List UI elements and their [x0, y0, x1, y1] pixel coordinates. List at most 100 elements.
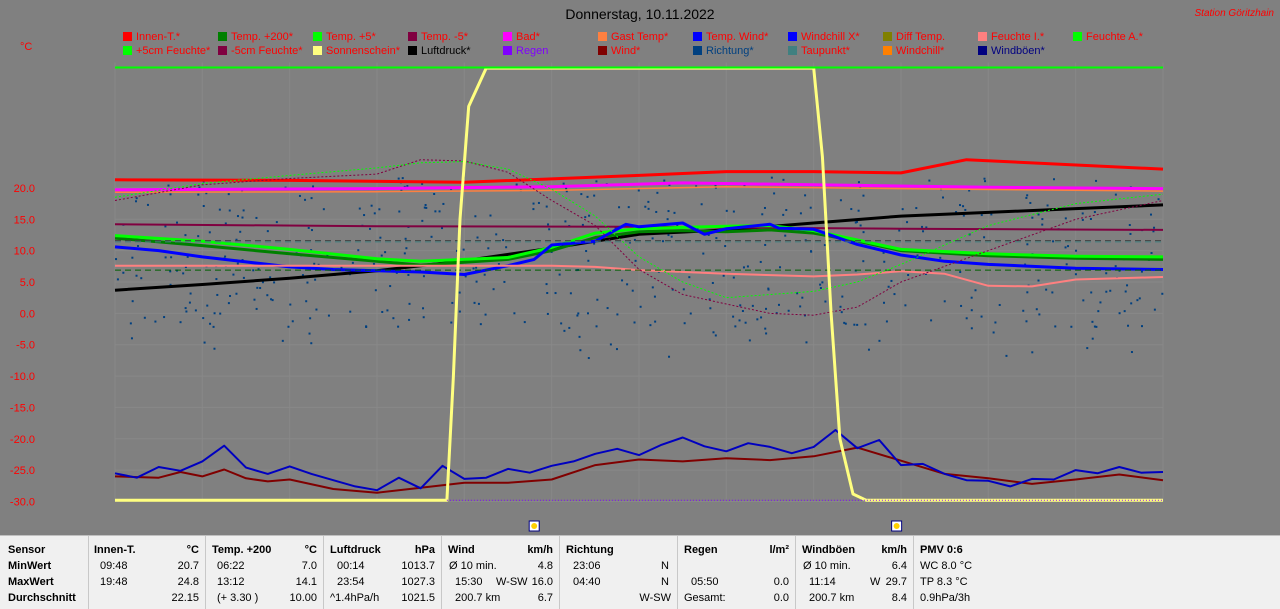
- pmv-pressure-trend: 0.9hPa/3h: [920, 592, 971, 604]
- direction-point: [586, 312, 589, 315]
- direction-point: [464, 275, 467, 278]
- legend-item: Luftdruck*: [408, 45, 471, 57]
- temp200-column: Temp. +200 °C 06:22 7.0 13:12 14.1 (+ 3.30 …: [205, 536, 324, 609]
- direction-point: [915, 207, 918, 210]
- chart-title: Donnerstag, 10.11.2022: [565, 6, 715, 22]
- direction-point: [430, 235, 433, 238]
- direction-point: [370, 204, 373, 207]
- direction-point: [1051, 291, 1054, 294]
- direction-point: [164, 225, 167, 228]
- direction-point: [614, 227, 617, 230]
- legend-swatch: [313, 32, 322, 41]
- legend-swatch: [883, 32, 892, 41]
- direction-point: [312, 185, 315, 188]
- windboeen-unit: km/h: [881, 544, 907, 556]
- direction-point: [475, 266, 478, 269]
- direction-point: [309, 317, 312, 320]
- direction-point: [1031, 216, 1034, 219]
- direction-point: [925, 226, 928, 229]
- direction-point: [785, 209, 788, 212]
- direction-point: [904, 304, 907, 307]
- legend-swatch: [693, 46, 702, 55]
- sunset-sun-icon: [893, 523, 900, 529]
- richtung-min-time: 23:06: [573, 560, 601, 572]
- direction-point: [198, 186, 201, 189]
- direction-point: [239, 230, 242, 233]
- y-tick-label: -10.0: [10, 371, 35, 383]
- direction-point: [271, 299, 274, 302]
- direction-point: [219, 312, 222, 315]
- direction-point: [862, 260, 865, 263]
- innen-max: 24.8: [177, 576, 199, 588]
- direction-point: [208, 231, 211, 234]
- direction-point: [1153, 308, 1156, 311]
- direction-point: [458, 291, 461, 294]
- direction-point: [398, 210, 401, 213]
- direction-point: [503, 280, 506, 283]
- temp200-avg: 10.00: [289, 592, 317, 604]
- direction-point: [236, 262, 239, 265]
- direction-point: [407, 273, 410, 276]
- direction-point: [1127, 324, 1130, 327]
- direction-point: [1149, 213, 1152, 216]
- direction-point: [651, 286, 654, 289]
- direction-point: [878, 339, 881, 342]
- direction-point: [587, 259, 590, 262]
- direction-point: [1022, 309, 1025, 312]
- direction-point: [405, 247, 408, 250]
- direction-point: [475, 280, 478, 283]
- direction-point: [644, 205, 647, 208]
- direction-point: [584, 216, 587, 219]
- temp200-max: 14.1: [295, 576, 317, 588]
- series-line: [114, 429, 1164, 492]
- direction-point: [185, 310, 188, 313]
- richtung-max: N: [661, 576, 669, 588]
- direction-point: [742, 266, 745, 269]
- direction-point: [422, 316, 425, 319]
- y-tick-label: -20.0: [10, 434, 35, 446]
- direction-point: [843, 321, 846, 324]
- direction-point: [1052, 240, 1055, 243]
- direction-point: [379, 236, 382, 239]
- direction-point: [994, 321, 997, 324]
- legend-item: Windchill X*: [788, 31, 860, 43]
- direction-point: [197, 193, 200, 196]
- direction-point: [565, 187, 568, 190]
- direction-point: [473, 301, 476, 304]
- legend-swatch: [218, 46, 227, 55]
- direction-point: [212, 325, 215, 328]
- direction-point: [458, 310, 461, 313]
- direction-point: [856, 220, 859, 223]
- direction-point: [859, 224, 862, 227]
- direction-point: [568, 326, 571, 329]
- legend-label: Temp. -5*: [421, 31, 469, 43]
- direction-point: [242, 209, 245, 212]
- direction-point: [261, 281, 264, 284]
- direction-point: [202, 317, 205, 320]
- legend-label: Richtung*: [706, 45, 754, 57]
- legend-label: Windchill X*: [801, 31, 860, 43]
- direction-point: [266, 294, 269, 297]
- direction-point: [764, 327, 767, 330]
- direction-point: [256, 286, 259, 289]
- wind-avg-note: 200.7 km: [455, 592, 501, 604]
- direction-point: [593, 194, 596, 197]
- direction-point: [992, 331, 995, 334]
- direction-point: [369, 227, 372, 230]
- direction-point: [922, 230, 925, 233]
- direction-point: [767, 287, 770, 290]
- direction-point: [700, 203, 703, 206]
- direction-point: [901, 208, 904, 211]
- direction-point: [841, 295, 844, 298]
- direction-point: [310, 342, 313, 345]
- direction-point: [241, 216, 244, 219]
- direction-point: [654, 320, 657, 323]
- direction-point: [176, 221, 179, 224]
- direction-point: [824, 300, 827, 303]
- direction-point: [564, 220, 567, 223]
- wind-header: Wind: [448, 544, 475, 556]
- windboeen-avg: 8.4: [891, 592, 907, 604]
- direction-point: [532, 202, 535, 205]
- direction-point: [882, 251, 885, 254]
- direction-point: [676, 224, 679, 227]
